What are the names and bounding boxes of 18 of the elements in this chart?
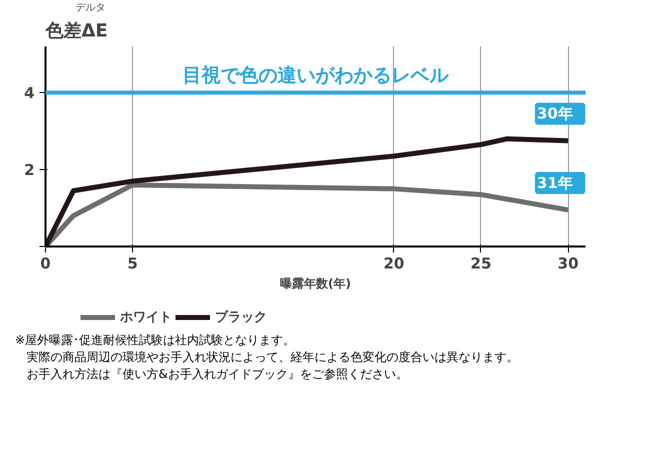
annotation: 30年: [536, 104, 573, 123]
y-tick-label: 4: [24, 84, 34, 102]
x-tick-label: 20: [383, 254, 404, 272]
legend-label: ホワイト: [120, 309, 172, 326]
text: 実際の商品周辺の環境やお手入れ状況によって、経年による色変化の度合いは異なります。: [26, 350, 518, 364]
text: デルタ: [76, 2, 106, 14]
x-axis-title: 曝露年数(年): [280, 276, 351, 290]
y-axis-title: 色差ΔE: [44, 20, 108, 42]
text: ※屋外曝露･促進耐候性試験は社内試験となります。: [15, 333, 296, 347]
x-tick-label: 5: [127, 254, 138, 272]
x-tick-label: 30: [558, 254, 579, 272]
x-tick-label: 0: [40, 254, 51, 272]
x-tick-label: 25: [470, 254, 492, 272]
text: お手入れ方法は『使い方&お手入れガイドブック』をご参照ください。: [26, 367, 408, 381]
legend-label: ブラック: [215, 308, 267, 326]
y-tick-label: 2: [24, 161, 34, 180]
ref-line-label: 目視で色の違いがわかるレベル: [182, 64, 450, 87]
annotation: 31年: [536, 174, 573, 192]
